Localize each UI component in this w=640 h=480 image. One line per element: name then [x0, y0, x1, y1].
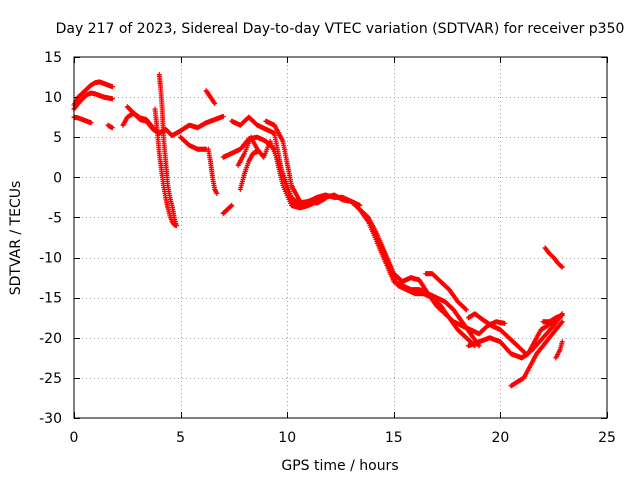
y-tick-label: -30	[39, 411, 62, 427]
data-point	[559, 264, 565, 270]
data-point	[502, 320, 508, 326]
series-sat-j	[203, 88, 218, 107]
data-point	[559, 339, 565, 345]
y-tick-label: 5	[53, 130, 62, 146]
x-axis-label: GPS time / hours	[281, 458, 398, 474]
series-sat-ab	[542, 245, 565, 270]
data-point	[559, 319, 565, 325]
x-tick-label: 5	[176, 430, 185, 446]
data-point	[228, 203, 234, 209]
y-tick-label: -10	[39, 251, 62, 267]
y-tick-label: 15	[44, 50, 62, 66]
x-tick-label: 10	[278, 430, 296, 446]
series-sat-k	[205, 146, 220, 196]
x-tick-label: 20	[491, 430, 509, 446]
series-sat-v	[465, 311, 529, 357]
series-sat-i	[178, 134, 209, 152]
data-point	[559, 312, 565, 318]
series-sat-g	[156, 72, 179, 228]
chart-title: Day 217 of 2023, Sidereal Day-to-day VTE…	[56, 21, 625, 37]
data-point	[109, 125, 115, 131]
x-tick-label: 25	[598, 430, 616, 446]
data-point	[254, 149, 260, 155]
series-sat-p	[237, 149, 260, 192]
y-tick-label: 10	[44, 90, 62, 106]
series-sat-z	[540, 312, 565, 325]
series-sat-d	[105, 122, 115, 131]
data-point	[173, 222, 179, 228]
data-point	[229, 202, 235, 208]
series-sat-l	[220, 202, 235, 216]
series-sat-q	[263, 118, 303, 204]
x-tick-label: 15	[385, 430, 403, 446]
y-tick-label: 0	[53, 170, 62, 186]
series-sat-t	[369, 226, 478, 349]
x-tick-label: 0	[70, 430, 79, 446]
y-tick-label: -25	[39, 371, 62, 387]
data-point	[220, 113, 226, 119]
series-sat-h	[152, 106, 179, 228]
plot-area	[71, 72, 565, 389]
y-tick-label: -20	[39, 331, 62, 347]
data-point	[212, 101, 218, 107]
data-point	[462, 306, 468, 312]
axes: 0 5 10 15 20 25 -30 -25 -20 -15 -10 -5 0 5 10 15	[39, 50, 616, 446]
data-point	[558, 320, 564, 326]
data-point	[214, 190, 220, 196]
data-point	[297, 198, 303, 204]
y-axis-label: SDTVAR / TECUs	[8, 181, 24, 296]
data-point	[463, 307, 469, 313]
y-tick-label: -5	[48, 210, 62, 226]
data-point	[109, 96, 115, 102]
series-sat-o	[235, 134, 363, 208]
data-point	[558, 263, 564, 269]
series-sat-aa	[553, 339, 565, 361]
plot-frame	[73, 56, 608, 419]
series-sat-u	[423, 271, 469, 313]
data-point	[109, 84, 115, 90]
series-sat-x	[508, 319, 565, 389]
series-sat-c	[71, 114, 94, 126]
series-sat-b	[71, 90, 115, 112]
data-point	[88, 120, 94, 126]
y-tick-label: -15	[39, 291, 62, 307]
